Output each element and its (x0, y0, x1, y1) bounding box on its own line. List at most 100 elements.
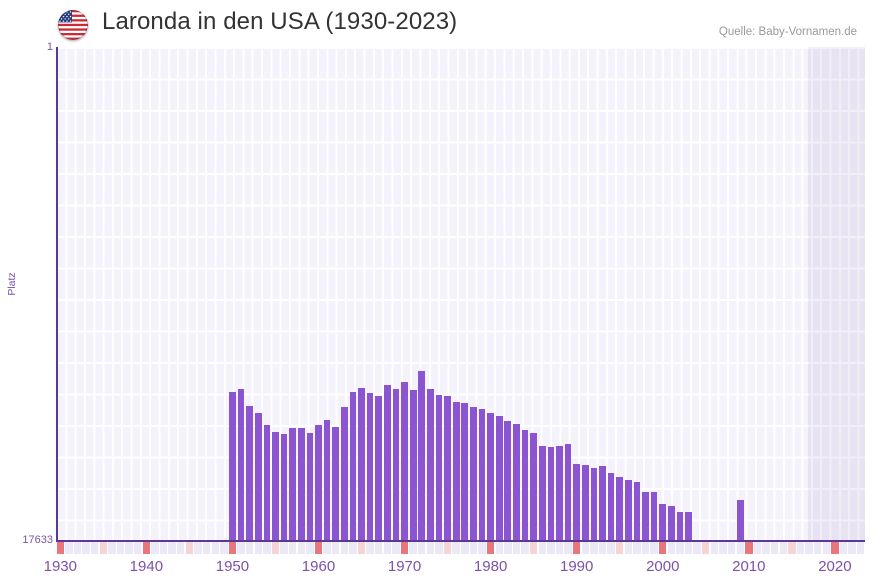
tick-major-2010 (745, 542, 753, 554)
bar-1959 (306, 433, 314, 541)
tick-minor-1944 (177, 542, 185, 554)
bar-1963 (340, 407, 348, 541)
bar-1995 (616, 477, 624, 541)
tick-minor-1969 (392, 542, 400, 554)
tick-minor-2012 (762, 542, 770, 554)
x-axis-tick-1930: 1930 (43, 558, 77, 575)
bar-1969 (392, 389, 400, 541)
tick-minor-1978 (469, 542, 478, 554)
x-axis-tick-2000: 2000 (646, 558, 680, 575)
tick-minor-1946 (194, 542, 202, 554)
tick-minor-1957 (288, 542, 297, 554)
bar-1986 (538, 446, 546, 541)
tick-minor-2018 (813, 542, 822, 554)
bar-1952 (246, 406, 253, 541)
tick-minor-1962 (332, 542, 340, 554)
tick-minor-1976 (452, 542, 460, 554)
tick-minor-1936 (108, 542, 116, 554)
tick-minor-1996 (624, 542, 633, 554)
tick-minor-1972 (418, 542, 426, 554)
tick-minor-1959 (306, 542, 314, 554)
tick-minor-1945 (185, 542, 194, 554)
bar-1961 (323, 420, 331, 541)
tick-minor-2022 (848, 542, 856, 554)
tick-minor-1971 (409, 542, 417, 554)
bar-1998 (642, 492, 649, 541)
bar-1950 (229, 392, 236, 541)
bar-1985 (530, 433, 537, 541)
bar-1975 (444, 396, 451, 541)
bar-1980 (487, 413, 494, 541)
bar-1965 (358, 388, 365, 541)
tick-minor-1939 (134, 542, 142, 554)
bar-1999 (650, 492, 658, 541)
tick-minor-1933 (82, 542, 90, 554)
tick-minor-1966 (366, 542, 374, 554)
y-axis-title: Platz (6, 272, 18, 296)
tick-minor-2015 (788, 542, 796, 554)
tick-minor-1973 (426, 542, 435, 554)
bar-2000 (659, 504, 667, 541)
plot-area (56, 47, 865, 541)
tick-major-2000 (659, 542, 667, 554)
tick-minor-1956 (280, 542, 288, 554)
tick-minor-1943 (168, 542, 176, 554)
tick-minor-1987 (547, 542, 555, 554)
chart-header: Laronda in den USA (1930-2023) Quelle: B… (0, 0, 873, 47)
tick-minor-2021 (839, 542, 848, 554)
bar-2002 (676, 512, 684, 541)
tick-minor-1982 (504, 542, 512, 554)
bar-1996 (624, 480, 632, 541)
bar-1968 (383, 385, 391, 541)
bar-1997 (633, 482, 641, 541)
bar-1993 (599, 466, 606, 541)
bar-1981 (495, 416, 503, 541)
tick-minor-2007 (719, 542, 727, 554)
tick-major-1970 (400, 542, 409, 554)
tick-minor-2013 (770, 542, 779, 554)
tick-minor-2011 (753, 542, 762, 554)
tick-minor-2005 (702, 542, 710, 554)
tick-minor-1967 (375, 542, 383, 554)
tick-minor-1991 (581, 542, 589, 554)
tick-minor-1947 (202, 542, 211, 554)
x-axis-tick-1980: 1980 (473, 558, 508, 575)
source-attribution: Quelle: Baby-Vornamen.de (718, 26, 857, 38)
bar-1988 (556, 446, 563, 541)
tick-minor-2019 (822, 542, 830, 554)
x-axis-tick-1950: 1950 (215, 558, 250, 575)
bar-1992 (590, 468, 598, 541)
bar-1973 (427, 389, 434, 541)
bar-1971 (409, 390, 417, 541)
bar-1951 (237, 389, 245, 541)
bar-1987 (547, 447, 555, 541)
tick-major-1950 (228, 542, 237, 554)
tick-minor-1997 (633, 542, 641, 554)
tick-minor-1954 (263, 542, 271, 554)
tick-minor-1999 (650, 542, 658, 554)
bar-2009 (736, 500, 744, 541)
bar-series (56, 47, 865, 541)
tick-minor-1985 (529, 542, 538, 554)
bar-1953 (254, 413, 262, 541)
horizontal-gridlines (56, 47, 865, 541)
bar-1989 (564, 444, 572, 541)
tick-minor-2009 (736, 542, 744, 554)
tick-minor-1955 (271, 542, 280, 554)
tick-minor-1949 (220, 542, 228, 554)
tick-minor-1964 (349, 542, 357, 554)
bar-1979 (478, 409, 486, 541)
tick-minor-1931 (65, 542, 73, 554)
bar-1957 (289, 428, 297, 541)
tick-minor-1989 (564, 542, 572, 554)
bar-1955 (272, 432, 279, 541)
tick-minor-2002 (676, 542, 684, 554)
page-title: Laronda in den USA (1930-2023) (102, 8, 458, 35)
tick-minor-1974 (435, 542, 443, 554)
us-flag-icon (58, 10, 88, 40)
bar-1984 (521, 430, 529, 541)
tick-minor-1965 (357, 542, 366, 554)
tick-minor-1941 (151, 542, 159, 554)
tick-minor-1992 (590, 542, 598, 554)
